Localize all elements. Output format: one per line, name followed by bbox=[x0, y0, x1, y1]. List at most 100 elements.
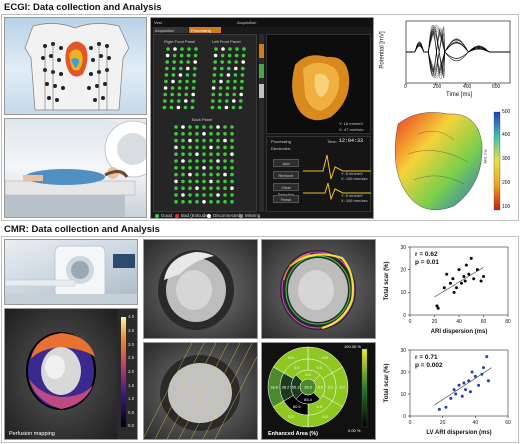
electrode-dot[interactable] bbox=[180, 47, 184, 51]
electrode-dot[interactable] bbox=[230, 125, 234, 129]
electrode-dot[interactable] bbox=[211, 86, 216, 90]
electrode-dot[interactable] bbox=[209, 159, 213, 163]
electrode-dot[interactable] bbox=[241, 53, 246, 58]
electrode-dot[interactable] bbox=[185, 73, 190, 77]
electrode-dot[interactable] bbox=[193, 53, 198, 58]
electrode-dot[interactable] bbox=[188, 193, 192, 197]
electrode-dot[interactable] bbox=[230, 159, 234, 163]
electrode-dot[interactable] bbox=[212, 79, 216, 84]
electrode-dot[interactable] bbox=[230, 152, 234, 156]
electrode-dot[interactable] bbox=[195, 152, 199, 156]
electrode-dot[interactable] bbox=[192, 79, 196, 84]
electrode-dot[interactable] bbox=[181, 172, 185, 177]
electrode-dot[interactable] bbox=[225, 86, 230, 90]
electrode-dot[interactable] bbox=[234, 53, 239, 58]
electrode-dot[interactable] bbox=[178, 73, 183, 77]
electrode-dot[interactable] bbox=[235, 47, 239, 51]
electrode-dot[interactable] bbox=[214, 47, 218, 51]
electrode-dot[interactable] bbox=[223, 166, 227, 170]
electrode-dot[interactable] bbox=[202, 200, 206, 204]
electrode-dot[interactable] bbox=[164, 73, 169, 77]
electrode-dot[interactable] bbox=[188, 179, 192, 184]
electrode-dot[interactable] bbox=[234, 66, 238, 71]
electrode-dot[interactable] bbox=[181, 186, 185, 190]
electrode-dot[interactable] bbox=[216, 152, 220, 156]
electrode-dot[interactable] bbox=[195, 145, 199, 150]
electrode-dot[interactable] bbox=[170, 92, 174, 97]
electrode-dot[interactable] bbox=[223, 200, 227, 204]
electrode-dot[interactable] bbox=[216, 138, 220, 143]
electrode-dot[interactable] bbox=[216, 200, 220, 204]
tab-vest[interactable]: Vest bbox=[154, 20, 162, 25]
electrode-dot[interactable] bbox=[177, 92, 181, 97]
electrode-dot[interactable] bbox=[202, 132, 206, 136]
electrode-dot[interactable] bbox=[184, 86, 189, 90]
electrode-dot[interactable] bbox=[194, 47, 198, 51]
clear-selection-button[interactable]: Clear Selection bbox=[273, 183, 299, 197]
electrode-dot[interactable] bbox=[181, 125, 185, 129]
electrode-dot[interactable] bbox=[188, 166, 192, 170]
electrode-dot[interactable] bbox=[223, 159, 227, 163]
electrode-dot[interactable] bbox=[209, 138, 213, 143]
electrode-dot[interactable] bbox=[230, 193, 234, 197]
electrode-dot[interactable] bbox=[181, 152, 185, 156]
electrode-dot[interactable] bbox=[210, 105, 215, 110]
electrode-dot[interactable] bbox=[218, 99, 222, 103]
electrode-dot[interactable] bbox=[186, 66, 190, 71]
electrode-dot[interactable] bbox=[241, 60, 245, 64]
electrode-dot[interactable] bbox=[179, 66, 183, 71]
remove-button[interactable]: Remove bbox=[273, 171, 299, 179]
electrode-dot[interactable] bbox=[166, 47, 170, 51]
tab-acquisition[interactable]: Acquisition bbox=[153, 27, 188, 33]
electrode-dot[interactable] bbox=[174, 125, 178, 129]
electrode-dot[interactable] bbox=[170, 86, 175, 90]
electrode-dot[interactable] bbox=[202, 138, 206, 143]
electrode-dot[interactable] bbox=[240, 79, 244, 84]
electrode-dot[interactable] bbox=[216, 193, 220, 197]
electrode-dot[interactable] bbox=[188, 132, 192, 136]
electrode-dot[interactable] bbox=[216, 166, 220, 170]
electrode-dot[interactable] bbox=[177, 99, 181, 103]
electrode-dot[interactable] bbox=[172, 60, 176, 64]
electrode-dot[interactable] bbox=[191, 99, 195, 103]
electrode-dot[interactable] bbox=[184, 99, 188, 103]
electrode-dot[interactable] bbox=[202, 193, 206, 197]
electrode-dot[interactable] bbox=[230, 172, 234, 177]
electrode-dot[interactable] bbox=[195, 159, 199, 163]
electrode-dot[interactable] bbox=[173, 47, 177, 51]
electrode-dot[interactable] bbox=[195, 166, 199, 170]
electrode-dot[interactable] bbox=[163, 92, 167, 97]
electrode-dot[interactable] bbox=[216, 125, 220, 129]
electrode-dot[interactable] bbox=[225, 92, 229, 97]
electrode-dot[interactable] bbox=[225, 99, 229, 103]
electrode-dot[interactable] bbox=[230, 186, 234, 190]
electrode-dot[interactable] bbox=[233, 73, 238, 77]
electrode-dot[interactable] bbox=[172, 53, 177, 58]
electrode-dot[interactable] bbox=[179, 53, 184, 58]
electrode-dot[interactable] bbox=[164, 79, 168, 84]
electrode-dot[interactable] bbox=[165, 66, 169, 71]
electrode-dot[interactable] bbox=[184, 92, 188, 97]
electrode-dot[interactable] bbox=[202, 179, 206, 184]
electrode-dot[interactable] bbox=[241, 66, 245, 71]
electrode-dot[interactable] bbox=[183, 105, 188, 110]
electrode-dot[interactable] bbox=[202, 152, 206, 156]
electrode-dot[interactable] bbox=[211, 99, 215, 103]
electrode-dot[interactable] bbox=[163, 86, 168, 90]
electrode-dot[interactable] bbox=[174, 200, 178, 204]
electrode-dot[interactable] bbox=[238, 105, 243, 110]
electrode-dot[interactable] bbox=[188, 200, 192, 204]
electrode-dot[interactable] bbox=[223, 145, 227, 150]
electrode-dot[interactable] bbox=[181, 193, 185, 197]
side-button-1[interactable] bbox=[259, 44, 264, 58]
electrode-dot[interactable] bbox=[174, 179, 178, 184]
finish-button[interactable]: Finish bbox=[273, 195, 299, 203]
electrode-dot[interactable] bbox=[233, 79, 237, 84]
tab-processing[interactable]: Processing bbox=[189, 27, 221, 33]
electrode-dot[interactable] bbox=[230, 179, 234, 184]
electrode-dot[interactable] bbox=[228, 47, 232, 51]
electrode-dot[interactable] bbox=[220, 66, 224, 71]
electrode-dot[interactable] bbox=[223, 186, 227, 190]
electrode-dot[interactable] bbox=[186, 60, 190, 64]
electrode-dot[interactable] bbox=[216, 179, 220, 184]
